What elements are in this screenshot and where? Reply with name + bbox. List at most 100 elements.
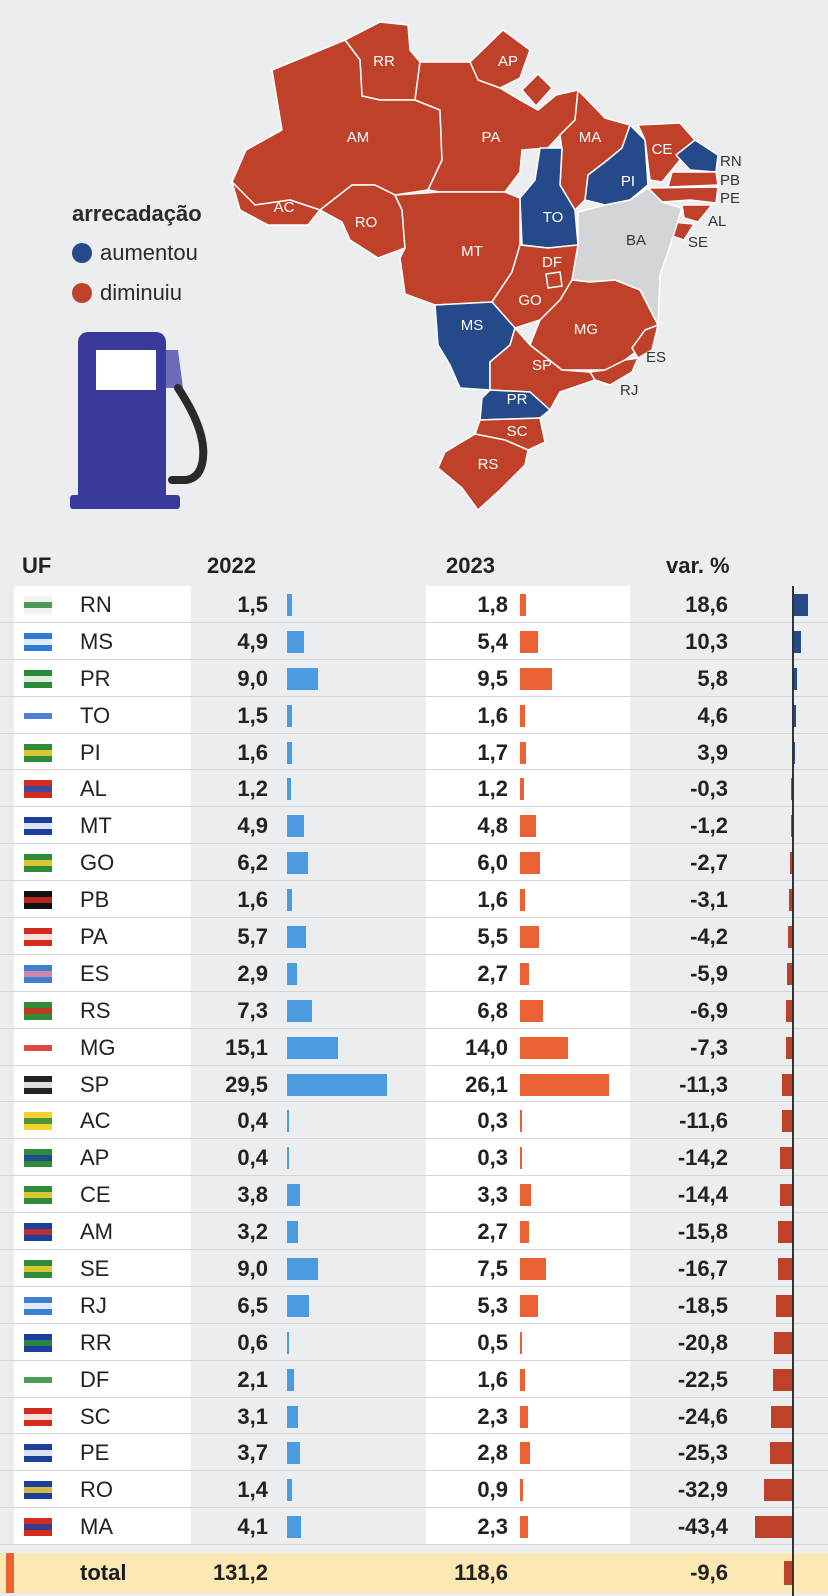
cell-uf: DF bbox=[80, 1366, 110, 1392]
bar-2022 bbox=[287, 594, 293, 616]
flag-icon bbox=[24, 854, 52, 873]
col-header-2022: 2022 bbox=[207, 553, 256, 578]
bar-2023 bbox=[520, 1442, 530, 1465]
cell-var: 10,3 bbox=[685, 628, 728, 654]
map-label-rj: RJ bbox=[620, 382, 638, 399]
cell-var: -20,8 bbox=[677, 1329, 728, 1355]
flag-icon bbox=[24, 1038, 52, 1057]
flag-icon bbox=[24, 706, 52, 725]
cell-2022: 9,0 bbox=[237, 1256, 268, 1282]
bar-var bbox=[792, 667, 797, 690]
cell-2023-bg bbox=[426, 696, 630, 733]
bar-var bbox=[776, 1294, 792, 1317]
map-state-rn bbox=[675, 139, 719, 173]
cell-uf: AC bbox=[80, 1108, 111, 1134]
cell-2023-bg bbox=[426, 733, 630, 770]
bar-2022 bbox=[287, 1258, 318, 1281]
map-state-ac bbox=[231, 181, 321, 226]
map-label-ba: BA bbox=[626, 232, 646, 249]
cell-2022: 2,9 bbox=[237, 960, 268, 986]
bar-2022 bbox=[287, 1147, 289, 1170]
map-state-df bbox=[545, 271, 563, 289]
cell-var: -3,1 bbox=[690, 887, 728, 913]
bar-2023 bbox=[520, 852, 541, 875]
bar-2023 bbox=[520, 1258, 546, 1281]
map-label-es: ES bbox=[646, 349, 666, 366]
total-label: total bbox=[80, 1560, 127, 1585]
legend-item-decrease: diminuiu bbox=[72, 280, 182, 306]
cell-2022: 2,1 bbox=[237, 1366, 268, 1392]
map-state-rj bbox=[589, 357, 639, 386]
bar-2022 bbox=[287, 630, 304, 653]
map-label-ac: AC bbox=[274, 199, 295, 216]
cell-2023: 5,5 bbox=[477, 924, 508, 950]
cell-var: -15,8 bbox=[677, 1219, 728, 1245]
bar-2023 bbox=[520, 1405, 528, 1428]
cell-var: -7,3 bbox=[690, 1034, 728, 1060]
bar-2023 bbox=[520, 999, 544, 1022]
cell-2023: 0,3 bbox=[477, 1145, 508, 1171]
data-table: RN 1,5 1,8 18,6 MS 4,9 5,4 10,3 PR 9,0 9,5 5,8 TO 1,5… bbox=[0, 586, 828, 1546]
table-row: SP 29,5 26,1 -11,3 bbox=[0, 1065, 828, 1103]
table-row: SE 9,0 7,5 -16,7 bbox=[0, 1250, 828, 1287]
cell-2023-bg bbox=[426, 881, 630, 918]
map-label-pr: PR bbox=[507, 391, 528, 408]
cell-uf: MG bbox=[80, 1034, 116, 1060]
table-row: PI 1,6 1,7 3,9 bbox=[0, 733, 828, 771]
cell-uf: PA bbox=[80, 924, 108, 950]
bar-2023 bbox=[520, 1221, 530, 1244]
bar-2023 bbox=[520, 926, 539, 949]
cell-2023: 1,6 bbox=[477, 1366, 508, 1392]
cell-uf: MA bbox=[80, 1514, 113, 1540]
flag-icon bbox=[24, 928, 52, 947]
bar-var bbox=[777, 1258, 792, 1281]
bar-2022 bbox=[287, 1184, 300, 1207]
cell-2022: 29,5 bbox=[225, 1071, 268, 1097]
bar-2023 bbox=[520, 1516, 528, 1539]
cell-2023: 1,8 bbox=[477, 592, 508, 617]
total-accent bbox=[6, 1553, 14, 1593]
cell-uf: AL bbox=[80, 776, 107, 802]
flag-icon bbox=[24, 669, 52, 688]
flag-icon bbox=[24, 891, 52, 910]
table-row: PA 5,7 5,5 -4,2 bbox=[0, 918, 828, 955]
cell-2023: 0,5 bbox=[477, 1329, 508, 1355]
cell-uf: RO bbox=[80, 1477, 113, 1503]
cell-2022: 6,5 bbox=[237, 1292, 268, 1318]
legend-label-increase: aumentou bbox=[100, 240, 198, 265]
bar-var bbox=[789, 852, 792, 875]
cell-2023: 2,3 bbox=[477, 1403, 508, 1429]
table-row: RO 1,4 0,9 -32,9 bbox=[0, 1471, 828, 1509]
cell-2023: 6,8 bbox=[477, 997, 508, 1023]
flag-icon bbox=[24, 1112, 52, 1131]
cell-uf: RR bbox=[80, 1329, 112, 1355]
flag-icon bbox=[24, 780, 52, 799]
flag-icon bbox=[24, 817, 52, 836]
map-state-al bbox=[681, 204, 713, 223]
bar-var bbox=[754, 1516, 792, 1539]
cell-uf: PB bbox=[80, 887, 110, 913]
cell-uf: ES bbox=[80, 960, 110, 986]
map-label-ms: MS bbox=[461, 317, 484, 334]
table-row: DF 2,1 1,6 -22,5 bbox=[0, 1360, 828, 1398]
legend-title: arrecadação bbox=[72, 201, 202, 226]
bar-var bbox=[778, 1221, 792, 1244]
col-header-2023: 2023 bbox=[446, 553, 495, 578]
cell-2022: 4,9 bbox=[237, 628, 268, 654]
table-row: ES 2,9 2,7 -5,9 bbox=[0, 954, 828, 992]
table-row: AP 0,4 0,3 -14,2 bbox=[0, 1139, 828, 1177]
cell-2022: 7,3 bbox=[237, 997, 268, 1023]
bar-var bbox=[786, 999, 792, 1022]
cell-2023: 26,1 bbox=[465, 1071, 508, 1097]
table-row: AL 1,2 1,2 -0,3 bbox=[0, 770, 828, 808]
flag-icon bbox=[24, 1223, 52, 1242]
cell-2022: 1,6 bbox=[237, 887, 268, 913]
bar-2022 bbox=[287, 1479, 292, 1502]
map-label-se: SE bbox=[688, 234, 708, 251]
bar-var bbox=[789, 889, 792, 912]
bar-2022 bbox=[287, 1516, 301, 1539]
bar-2023 bbox=[520, 815, 537, 838]
flag-icon bbox=[24, 1260, 52, 1279]
map-label-ma: MA bbox=[579, 129, 602, 146]
cell-var: -43,4 bbox=[677, 1514, 728, 1540]
